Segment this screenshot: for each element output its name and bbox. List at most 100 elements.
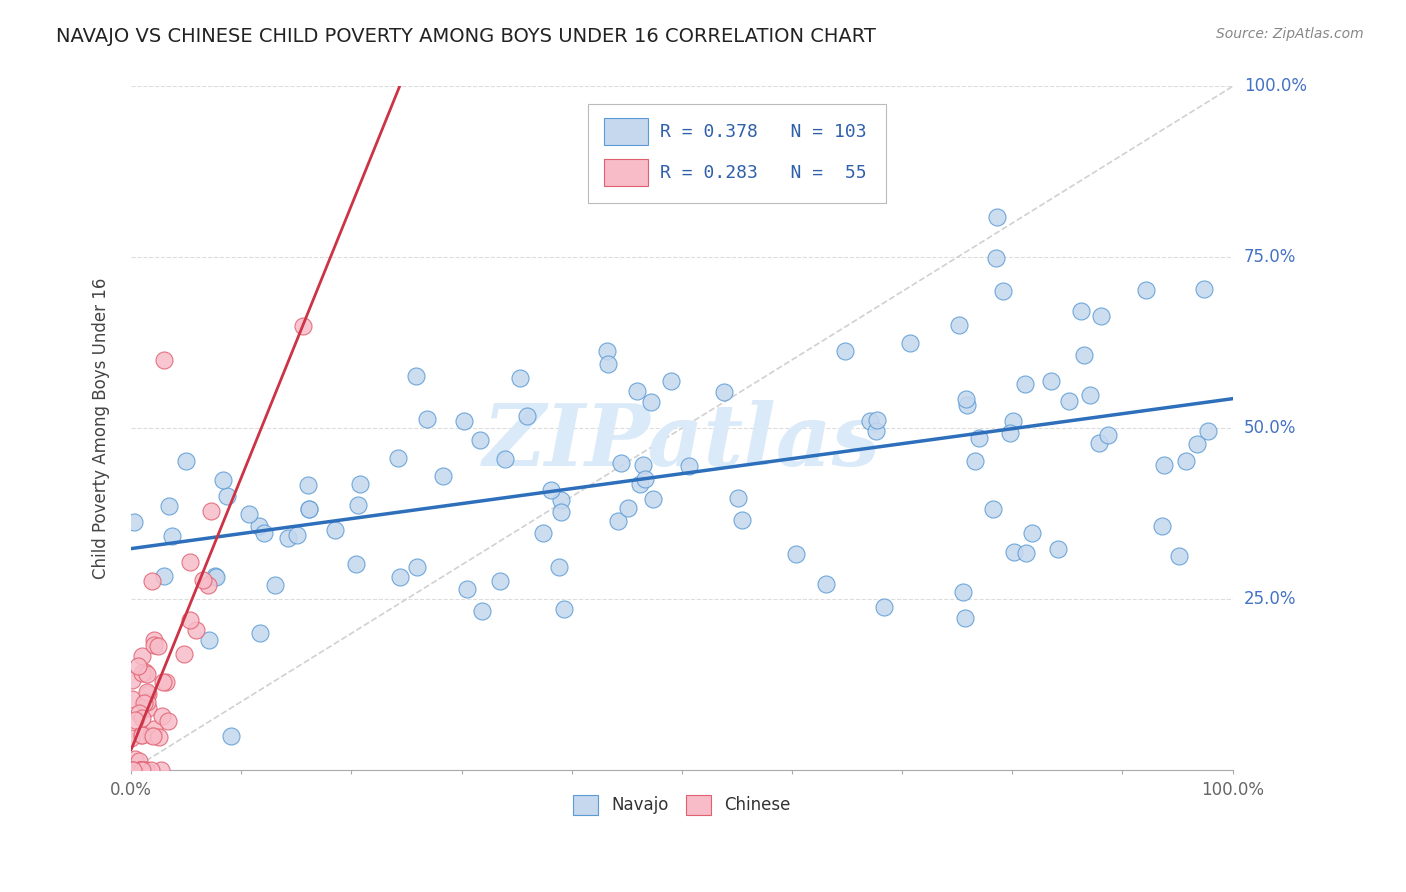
Point <box>131 649 153 664</box>
Text: 75.0%: 75.0% <box>1244 248 1296 267</box>
Point <box>1187 437 1209 451</box>
Point <box>405 560 427 574</box>
Point <box>1047 541 1070 556</box>
Point <box>139 763 162 777</box>
Point <box>264 578 287 592</box>
Point <box>132 763 155 777</box>
Point <box>785 547 807 561</box>
Point <box>124 763 146 777</box>
Point <box>1090 310 1112 324</box>
Point <box>991 284 1014 298</box>
Point <box>131 728 153 742</box>
Point <box>606 514 628 528</box>
Point <box>215 489 238 503</box>
Text: NAVAJO VS CHINESE CHILD POVERTY AMONG BOYS UNDER 16 CORRELATION CHART: NAVAJO VS CHINESE CHILD POVERTY AMONG BO… <box>56 27 876 45</box>
Point <box>1150 518 1173 533</box>
Point <box>595 344 617 359</box>
Point <box>160 528 183 542</box>
Point <box>634 472 657 486</box>
Point <box>952 585 974 599</box>
Point <box>550 505 572 519</box>
Point <box>205 570 228 584</box>
Point <box>1014 377 1036 392</box>
Point <box>173 647 195 661</box>
Point <box>865 424 887 438</box>
Point <box>873 599 896 614</box>
Point <box>609 456 631 470</box>
Point <box>253 526 276 541</box>
Point <box>1192 283 1215 297</box>
Point <box>124 752 146 766</box>
Point <box>1135 283 1157 297</box>
FancyBboxPatch shape <box>588 103 886 202</box>
Point <box>388 570 411 584</box>
Point <box>1002 545 1025 559</box>
Point <box>134 763 156 777</box>
Point <box>986 251 1008 265</box>
Text: R = 0.283   N =  55: R = 0.283 N = 55 <box>659 164 866 182</box>
Point <box>179 613 201 627</box>
Point <box>678 458 700 473</box>
Point <box>866 413 889 427</box>
Point <box>298 502 321 516</box>
Point <box>292 318 315 333</box>
Point <box>179 555 201 569</box>
Point <box>633 458 655 472</box>
Point <box>617 501 640 516</box>
Text: R = 0.378   N = 103: R = 0.378 N = 103 <box>659 122 866 141</box>
Text: 100.0%: 100.0% <box>1244 78 1306 95</box>
Point <box>297 477 319 491</box>
FancyBboxPatch shape <box>603 118 648 145</box>
Point <box>531 525 554 540</box>
Point <box>1174 454 1197 468</box>
Point <box>124 763 146 777</box>
Point <box>898 335 921 350</box>
Point <box>121 763 143 777</box>
Point <box>129 763 152 777</box>
Point <box>128 754 150 768</box>
Point <box>325 523 347 537</box>
Point <box>219 729 242 743</box>
Point <box>121 673 143 688</box>
Point <box>132 697 155 711</box>
Point <box>138 687 160 701</box>
Point <box>155 675 177 690</box>
Point <box>640 394 662 409</box>
Point <box>727 491 749 505</box>
Point <box>956 399 979 413</box>
Point <box>967 430 990 444</box>
Text: 25.0%: 25.0% <box>1244 591 1296 608</box>
Point <box>859 414 882 428</box>
Point <box>387 450 409 465</box>
Point <box>1073 348 1095 362</box>
Point <box>131 763 153 777</box>
Point <box>955 392 977 406</box>
Point <box>347 498 370 512</box>
Point <box>148 731 170 745</box>
Point <box>416 411 439 425</box>
Point <box>516 409 538 423</box>
Point <box>1070 304 1092 318</box>
Legend: Navajo, Chinese: Navajo, Chinese <box>565 786 799 823</box>
Point <box>200 504 222 518</box>
Point <box>1153 458 1175 472</box>
Point <box>547 560 569 574</box>
Point <box>153 569 176 583</box>
Y-axis label: Child Poverty Among Boys Under 16: Child Poverty Among Boys Under 16 <box>93 277 110 579</box>
Point <box>456 582 478 596</box>
Point <box>127 658 149 673</box>
Point <box>135 763 157 777</box>
Point <box>659 374 682 388</box>
Point <box>122 763 145 777</box>
Point <box>540 483 562 497</box>
Point <box>121 692 143 706</box>
Point <box>1040 375 1063 389</box>
Point <box>730 512 752 526</box>
Point <box>149 763 172 777</box>
Point <box>150 709 173 723</box>
Point <box>136 701 159 715</box>
Point <box>124 713 146 727</box>
Point <box>139 728 162 742</box>
Point <box>1078 388 1101 402</box>
Point <box>136 666 159 681</box>
